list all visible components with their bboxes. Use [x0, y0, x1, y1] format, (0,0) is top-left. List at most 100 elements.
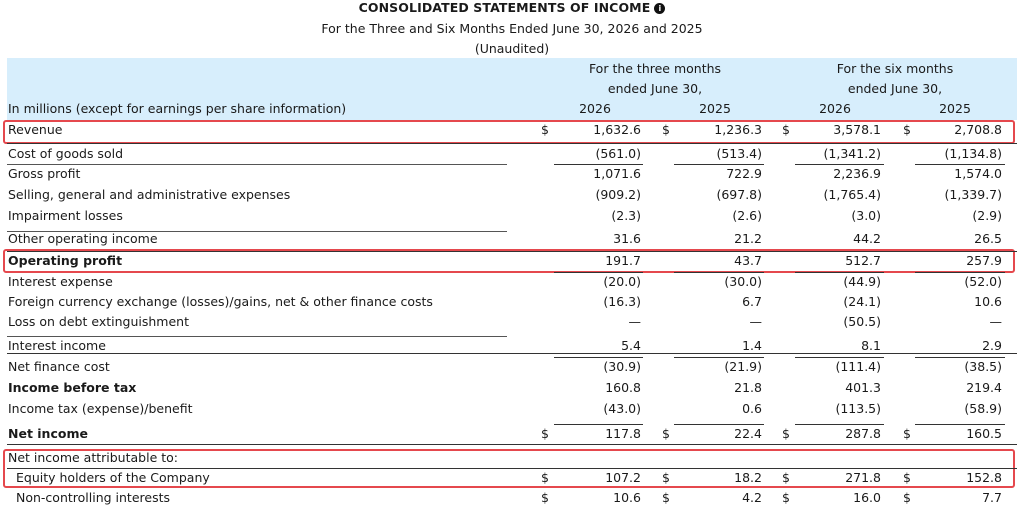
table-row: Operating profit 191.7 43.7 512.7 257.9 — [0, 253, 1024, 273]
six-months-header-line2: ended June 30, — [847, 81, 943, 96]
cell-value: — — [749, 314, 763, 329]
cell-value: (2.3) — [611, 208, 641, 223]
row-label: Income before tax — [8, 380, 137, 395]
cell-value: (30.0) — [724, 274, 762, 289]
sum-rule — [795, 424, 884, 425]
cell-value: 722.9 — [726, 166, 762, 181]
cell-value: (1,341.2) — [823, 146, 881, 161]
cell-value: 10.6 — [974, 294, 1002, 309]
table-row: Revenue $1,632.6 $1,236.3 $3,578.1 $2,708.8 — [0, 122, 1024, 142]
statement-subtitle: For the Three and Six Months Ended June … — [321, 21, 703, 36]
row-label: Operating profit — [8, 253, 123, 268]
year-header-ytd-2026: 2026 — [819, 101, 851, 116]
sum-rule — [674, 272, 764, 273]
row-label: Loss on debt extinguishment — [8, 314, 189, 329]
currency-symbol: $ — [541, 470, 549, 485]
currency-symbol: $ — [541, 490, 549, 505]
currency-symbol: $ — [903, 470, 911, 485]
cell-value: (2.6) — [732, 208, 762, 223]
row-divider — [7, 251, 1017, 252]
row-label: Foreign currency exchange (losses)/gains… — [8, 294, 433, 309]
currency-symbol: $ — [782, 470, 790, 485]
cell-value: (21.9) — [724, 359, 762, 374]
table-row: Net income $117.8 $22.4 $287.8 $160.5 — [0, 426, 1024, 446]
cell-value: (30.9) — [603, 359, 641, 374]
cell-value: 10.6 — [613, 490, 641, 505]
cell-value: 1.4 — [742, 338, 762, 353]
currency-symbol: $ — [541, 122, 549, 137]
cell-value: 5.4 — [621, 338, 641, 353]
row-label: Other operating income — [8, 231, 158, 246]
row-divider — [7, 353, 1017, 354]
cell-value: 512.7 — [845, 253, 881, 268]
table-row: Impairment losses (2.3) (2.6) (3.0) (2.9) — [0, 208, 1024, 228]
units-label: In millions (except for earnings per sha… — [8, 101, 347, 116]
cell-value: 152.8 — [966, 470, 1002, 485]
cell-value: 257.9 — [966, 253, 1002, 268]
row-label: Selling, general and administrative expe… — [8, 187, 291, 202]
cell-value: 117.8 — [605, 426, 641, 441]
cell-value: (38.5) — [964, 359, 1002, 374]
row-label: Non-controlling interests — [16, 490, 171, 505]
cell-value: 1,071.6 — [593, 166, 641, 181]
sum-rule — [915, 272, 1005, 273]
cell-value: 21.8 — [734, 380, 762, 395]
highlight-revenue — [3, 120, 1015, 144]
cell-value: 160.8 — [605, 380, 641, 395]
cell-value: (2.9) — [972, 208, 1002, 223]
currency-symbol: $ — [662, 470, 670, 485]
currency-symbol: $ — [662, 426, 670, 441]
highlight-operating-profit — [3, 249, 1015, 273]
sum-rule — [554, 272, 643, 273]
cell-value: (3.0) — [851, 208, 881, 223]
six-months-header-line1: For the six months — [836, 61, 954, 76]
row-divider — [7, 143, 1017, 144]
cell-value: 0.6 — [742, 401, 762, 416]
cell-value: (50.5) — [843, 314, 881, 329]
cell-value: 401.3 — [845, 380, 881, 395]
row-label: Gross profit — [8, 166, 81, 181]
sum-rule — [795, 357, 884, 358]
cell-value: (697.8) — [716, 187, 762, 202]
cell-value: (16.3) — [603, 294, 641, 309]
label-divider — [7, 231, 507, 232]
cell-value: 2.9 — [982, 338, 1002, 353]
sum-rule — [674, 164, 764, 165]
cell-value: (1,765.4) — [823, 187, 881, 202]
currency-symbol: $ — [662, 122, 670, 137]
cell-value: 287.8 — [845, 426, 881, 441]
statement-title: CONSOLIDATED STATEMENTS OF INCOME i — [0, 0, 1024, 15]
table-row: Loss on debt extinguishment — — (50.5) — — [0, 314, 1024, 334]
row-label: Income tax (expense)/benefit — [8, 401, 193, 416]
table-row: Foreign currency exchange (losses)/gains… — [0, 294, 1024, 314]
sum-rule — [554, 164, 643, 165]
info-icon[interactable]: i — [654, 3, 666, 14]
table-row: Interest income 5.4 1.4 8.1 2.9 — [0, 338, 1024, 358]
cell-value: 2,708.8 — [954, 122, 1002, 137]
cell-value: 8.1 — [861, 338, 881, 353]
row-label: Net finance cost — [8, 359, 110, 374]
cell-value: 191.7 — [605, 253, 641, 268]
cell-value: — — [628, 314, 642, 329]
cell-value: (909.2) — [595, 187, 641, 202]
sum-rule — [674, 424, 764, 425]
sum-rule — [795, 272, 884, 273]
currency-symbol: $ — [782, 490, 790, 505]
header-band — [7, 58, 1017, 120]
row-divider — [7, 444, 1017, 445]
row-label: Impairment losses — [8, 208, 123, 223]
cell-value: 3,578.1 — [833, 122, 881, 137]
table-row: Equity holders of the Company $107.2 $18.2… — [0, 470, 1024, 490]
cell-value: 21.2 — [734, 231, 762, 246]
cell-value: (44.9) — [843, 274, 881, 289]
table-row: Income before tax 160.8 21.8 401.3 219.4 — [0, 380, 1024, 400]
cell-value: — — [989, 314, 1003, 329]
sum-rule — [554, 357, 643, 358]
cell-value: 7.7 — [982, 490, 1002, 505]
cell-value: 1,632.6 — [593, 122, 641, 137]
cell-value: 107.2 — [605, 470, 641, 485]
cell-value: 160.5 — [966, 426, 1002, 441]
year-header-q-2025: 2025 — [699, 101, 731, 116]
sum-rule — [915, 424, 1005, 425]
table-row: Other operating income 31.6 21.2 44.2 26.5 — [0, 231, 1024, 251]
